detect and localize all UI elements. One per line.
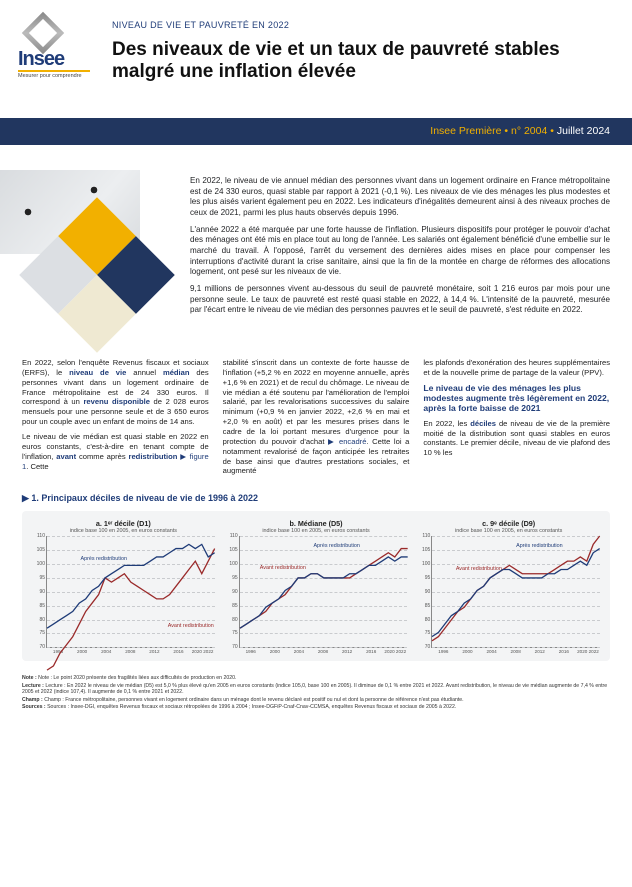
y-tick-label: 90 (31, 589, 45, 595)
col3-p2: En 2022, les déciles de niveau de vie de… (423, 419, 610, 458)
panel-subtitle: indice base 100 en 2005, en euros consta… (223, 528, 410, 535)
y-tick-label: 85 (224, 603, 238, 609)
encadre-ref: ▶ encadré (328, 437, 366, 446)
logo-tagline: Mesurer pour comprendre (18, 73, 100, 80)
chart-panel: c. 9ᵉ décile (D9)indice base 100 en 2005… (415, 519, 602, 655)
note-line: Sources : Sources : Insee-DGI, enquêtes … (22, 704, 610, 711)
document-header: Insee Mesurer pour comprendre NIVEAU DE … (0, 0, 632, 168)
logo-rule (18, 70, 90, 72)
y-tick-label: 75 (31, 630, 45, 636)
col-3: les plafonds d'exonération des heures su… (423, 358, 610, 481)
y-tick-label: 100 (31, 561, 45, 567)
figure-title: ▶ 1. Principaux déciles de niveau de vie… (22, 493, 610, 504)
page-title: Des niveaux de vie et un taux de pauvret… (112, 39, 592, 83)
y-tick-label: 110 (31, 533, 45, 539)
chart-panel: a. 1ᵉʳ décile (D1)indice base 100 en 200… (30, 519, 217, 655)
chart-area: 707580859095100105110Après redistributio… (239, 536, 408, 648)
panel-title: c. 9ᵉ décile (D9) (415, 519, 602, 528)
chart-panel: b. Médiane (D5)indice base 100 en 2005, … (223, 519, 410, 655)
chart-area: 707580859095100105110Après redistributio… (431, 536, 600, 648)
y-tick-label: 70 (224, 644, 238, 650)
series-label-apres: Après redistribution (81, 556, 127, 563)
figure-panels: a. 1ᵉʳ décile (D1)indice base 100 en 200… (22, 511, 610, 661)
y-tick-label: 100 (416, 561, 430, 567)
figure-1: ▶ 1. Principaux déciles de niveau de vie… (0, 489, 632, 669)
col-1: En 2022, selon l'enquête Revenus fiscaux… (22, 358, 209, 481)
y-tick-label: 110 (416, 533, 430, 539)
y-tick-label: 105 (31, 547, 45, 553)
y-tick-label: 75 (224, 630, 238, 636)
y-tick-label: 100 (224, 561, 238, 567)
y-tick-label: 90 (224, 589, 238, 595)
y-tick-label: 80 (416, 616, 430, 622)
y-tick-label: 90 (416, 589, 430, 595)
y-tick-label: 75 (416, 630, 430, 636)
hero-graphic (22, 176, 174, 342)
series-label-apres: Après redistribution (313, 543, 359, 550)
y-tick-label: 110 (224, 533, 238, 539)
col1-p1: En 2022, selon l'enquête Revenus fiscaux… (22, 358, 209, 427)
col-2: stabilité s'inscrit dans un contexte de … (223, 358, 410, 481)
body-columns: En 2022, selon l'enquête Revenus fiscaux… (0, 352, 632, 489)
y-tick-label: 85 (416, 603, 430, 609)
lede-p3: 9,1 millions de personnes vivent au-dess… (190, 284, 610, 316)
y-tick-label: 70 (31, 644, 45, 650)
eyebrow: NIVEAU DE VIE ET PAUVRETÉ EN 2022 (112, 20, 632, 31)
y-tick-label: 85 (31, 603, 45, 609)
y-tick-label: 70 (416, 644, 430, 650)
y-tick-label: 95 (31, 575, 45, 581)
lede-p1: En 2022, le niveau de vie annuel médian … (190, 176, 610, 219)
section-heading: Le niveau de vie des ménages les plus mo… (423, 383, 610, 414)
y-tick-label: 95 (416, 575, 430, 581)
y-tick-label: 80 (31, 616, 45, 622)
pub-issue: n° 2004 (511, 125, 547, 137)
series-label-avant: Avant redistribution (260, 565, 306, 572)
series-label-avant: Avant redistribution (456, 566, 502, 573)
series-label-avant: Avant redistribution (168, 623, 214, 630)
panel-subtitle: indice base 100 en 2005, en euros consta… (30, 528, 217, 535)
chart-area: 707580859095100105110Après redistributio… (46, 536, 215, 648)
col2-p1: stabilité s'inscrit dans un contexte de … (223, 358, 410, 476)
publication-band: Insee Première • n° 2004 • Juillet 2024 (0, 118, 632, 145)
col3-p1: les plafonds d'exonération des heures su… (423, 358, 610, 378)
lede-block: En 2022, le niveau de vie annuel médian … (190, 176, 610, 342)
lede-p2: L'année 2022 a été marquée par une forte… (190, 225, 610, 278)
panel-title: b. Médiane (D5) (223, 519, 410, 528)
publisher-logo: Insee Mesurer pour comprendre (18, 18, 100, 80)
panel-subtitle: indice base 100 en 2005, en euros consta… (415, 528, 602, 535)
logo-mark-icon (28, 18, 58, 48)
series-label-apres: Après redistribution (516, 543, 562, 550)
hero-row: En 2022, le niveau de vie annuel médian … (0, 168, 632, 352)
pub-date: Juillet 2024 (557, 125, 610, 137)
pub-series: Insee Première (430, 125, 501, 137)
panel-title: a. 1ᵉʳ décile (D1) (30, 519, 217, 528)
y-tick-label: 105 (416, 547, 430, 553)
logo-word: Insee (18, 50, 100, 68)
pub-bullet: • (550, 125, 554, 137)
col1-p2: Le niveau de vie médian est quasi stable… (22, 432, 209, 471)
pub-bullet: • (504, 125, 508, 137)
y-tick-label: 105 (224, 547, 238, 553)
y-tick-label: 95 (224, 575, 238, 581)
y-tick-label: 80 (224, 616, 238, 622)
